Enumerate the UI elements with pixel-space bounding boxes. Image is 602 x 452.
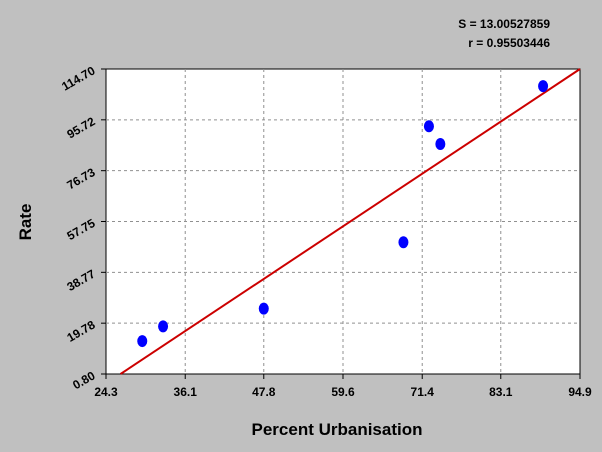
y-tick-label: 95.72	[64, 114, 97, 141]
data-point	[158, 320, 169, 333]
y-tick-label: 19.78	[64, 317, 97, 344]
tick-marks	[101, 68, 581, 379]
regression-line	[119, 68, 581, 375]
y-tick-label: 114.70	[59, 63, 97, 93]
grid-lines	[106, 69, 580, 374]
stat-s: S = 13.00527859	[458, 17, 550, 31]
data-point	[137, 335, 148, 348]
y-tick-label: 76.73	[64, 165, 97, 192]
y-tick-label: 57.75	[64, 216, 97, 243]
data-point	[423, 120, 434, 133]
x-tick-label: 36.1	[174, 385, 198, 399]
y-axis-title: Rate	[16, 204, 35, 241]
x-tick-label: 83.1	[489, 385, 513, 399]
data-point	[538, 80, 549, 93]
data-points	[137, 80, 549, 348]
x-tick-label: 24.3	[94, 385, 118, 399]
x-tick-label: 71.4	[411, 385, 435, 399]
data-point	[398, 236, 409, 249]
x-tick-label: 59.6	[331, 385, 355, 399]
data-point	[258, 302, 269, 315]
data-point	[435, 137, 446, 150]
x-tick-labels: 24.3 36.1 47.8 59.6 71.4 83.1 94.9	[94, 385, 592, 399]
x-tick-label: 47.8	[252, 385, 276, 399]
x-axis-title: Percent Urbanisation	[252, 420, 423, 439]
y-tick-label: 38.77	[64, 267, 97, 294]
stat-r: r = 0.95503446	[468, 36, 550, 50]
x-tick-label: 94.9	[568, 385, 592, 399]
